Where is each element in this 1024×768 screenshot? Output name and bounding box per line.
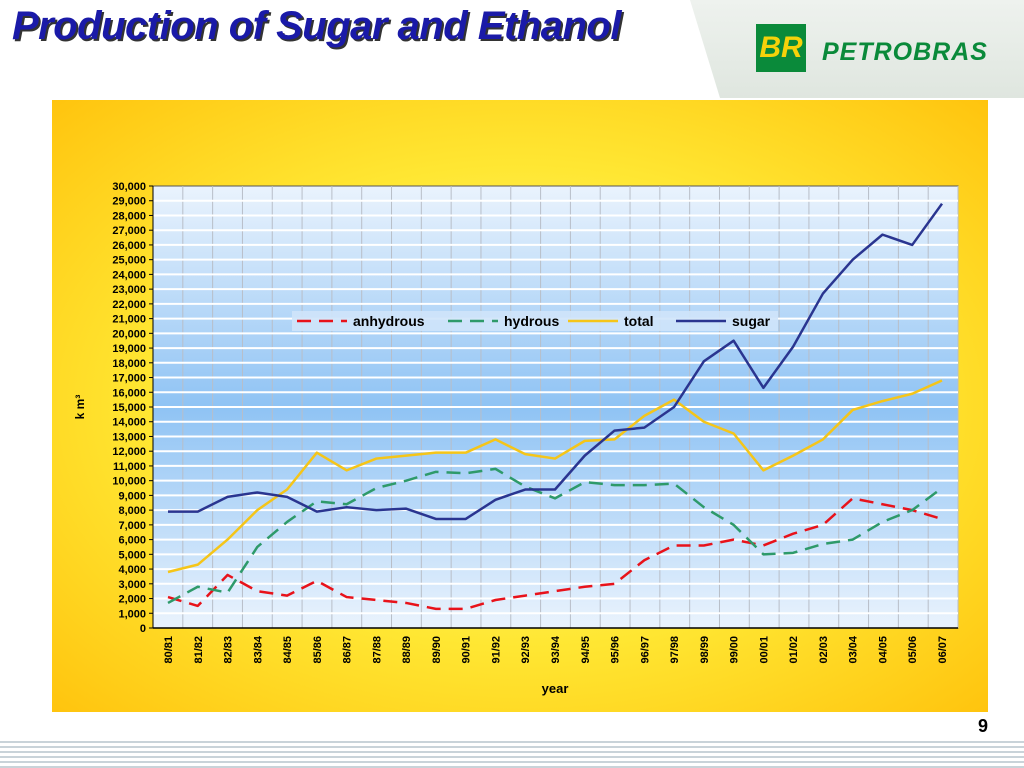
x-tick-label: 80/81 bbox=[163, 636, 175, 664]
legend-label-anhydrous: anhydrous bbox=[353, 313, 425, 329]
x-tick-label: 96/97 bbox=[639, 636, 651, 664]
y-tick-label: 1,000 bbox=[118, 608, 146, 620]
y-tick-label: 26,000 bbox=[112, 240, 146, 252]
x-tick-label: 90/91 bbox=[461, 636, 473, 664]
y-tick-label: 23,000 bbox=[112, 284, 146, 296]
y-tick-label: 20,000 bbox=[112, 328, 146, 340]
y-tick-label: 6,000 bbox=[118, 535, 146, 547]
y-tick-label: 7,000 bbox=[118, 520, 146, 532]
y-tick-label: 28,000 bbox=[112, 210, 146, 222]
x-tick-label: 06/07 bbox=[937, 636, 949, 664]
x-tick-label: 05/06 bbox=[907, 636, 919, 664]
y-tick-label: 30,000 bbox=[112, 181, 146, 193]
series-line-hydrous bbox=[167, 467, 943, 605]
x-tick-label: 82/83 bbox=[223, 636, 235, 664]
petrobras-logo-text: PETROBRAS bbox=[822, 38, 988, 66]
x-tick-label: 89/90 bbox=[431, 636, 443, 664]
x-tick-label: 93/94 bbox=[550, 635, 562, 663]
x-tick-label: 85/86 bbox=[312, 636, 324, 664]
header-banner bbox=[690, 0, 1024, 98]
y-tick-label: 24,000 bbox=[112, 269, 146, 281]
y-tick-label: 16,000 bbox=[112, 387, 146, 399]
y-tick-label: 22,000 bbox=[112, 299, 146, 311]
legend-label-sugar: sugar bbox=[732, 313, 771, 329]
x-tick-label: 88/89 bbox=[401, 636, 413, 664]
x-tick-label: 95/96 bbox=[610, 636, 622, 664]
x-tick-label: 03/04 bbox=[848, 635, 860, 663]
legend-box bbox=[292, 311, 778, 331]
x-tick-label: 99/00 bbox=[729, 636, 741, 664]
slide-title: Production of Sugar and Ethanol bbox=[12, 4, 621, 48]
y-tick-label: 25,000 bbox=[112, 255, 146, 267]
y-tick-label: 10,000 bbox=[112, 476, 146, 488]
y-tick-label: 12,000 bbox=[112, 446, 146, 458]
y-tick-label: 2,000 bbox=[118, 594, 146, 606]
x-tick-label: 94/95 bbox=[580, 636, 592, 664]
legend-label-hydrous: hydrous bbox=[504, 313, 559, 329]
y-tick-label: 18,000 bbox=[112, 358, 146, 370]
x-tick-label: 00/01 bbox=[758, 636, 770, 664]
x-tick-label: 86/87 bbox=[342, 636, 354, 664]
y-tick-label: 0 bbox=[140, 623, 146, 635]
x-tick-label: 81/82 bbox=[193, 636, 205, 664]
x-tick-label: 83/84 bbox=[252, 635, 264, 663]
y-tick-label: 4,000 bbox=[118, 564, 146, 576]
x-tick-label: 92/93 bbox=[520, 636, 532, 664]
footer-stripes bbox=[0, 738, 1024, 768]
page-number: 9 bbox=[978, 716, 989, 736]
y-tick-label: 3,000 bbox=[118, 579, 146, 591]
series-line-anhydrous bbox=[167, 497, 943, 611]
y-tick-label: 14,000 bbox=[112, 417, 146, 429]
x-tick-label: 01/02 bbox=[788, 636, 800, 664]
x-axis-label: year bbox=[542, 681, 569, 696]
x-tick-label: 91/92 bbox=[490, 636, 502, 664]
legend-label-total: total bbox=[624, 313, 654, 329]
x-tick-label: 02/03 bbox=[818, 636, 830, 664]
y-tick-label: 15,000 bbox=[112, 402, 146, 414]
y-tick-label: 11,000 bbox=[113, 461, 146, 473]
y-tick-label: 29,000 bbox=[112, 196, 146, 208]
y-tick-label: 27,000 bbox=[112, 225, 146, 237]
y-tick-label: 9,000 bbox=[118, 490, 146, 502]
y-tick-label: 21,000 bbox=[112, 314, 146, 326]
y-axis-label: k m³ bbox=[73, 395, 87, 420]
x-tick-label: 84/85 bbox=[282, 636, 294, 664]
y-tick-label: 8,000 bbox=[118, 505, 146, 517]
petrobras-logo-mark: BR bbox=[756, 24, 806, 72]
y-tick-label: 19,000 bbox=[112, 343, 146, 355]
series-line-sugar bbox=[168, 202, 944, 521]
series-line-total bbox=[167, 379, 943, 574]
y-tick-label: 13,000 bbox=[112, 431, 146, 443]
x-tick-label: 97/98 bbox=[669, 636, 681, 664]
x-tick-label: 87/88 bbox=[371, 636, 383, 664]
y-tick-label: 5,000 bbox=[118, 549, 146, 561]
y-tick-label: 17,000 bbox=[112, 373, 146, 385]
x-tick-label: 98/99 bbox=[699, 636, 711, 664]
x-tick-label: 04/05 bbox=[877, 636, 889, 664]
